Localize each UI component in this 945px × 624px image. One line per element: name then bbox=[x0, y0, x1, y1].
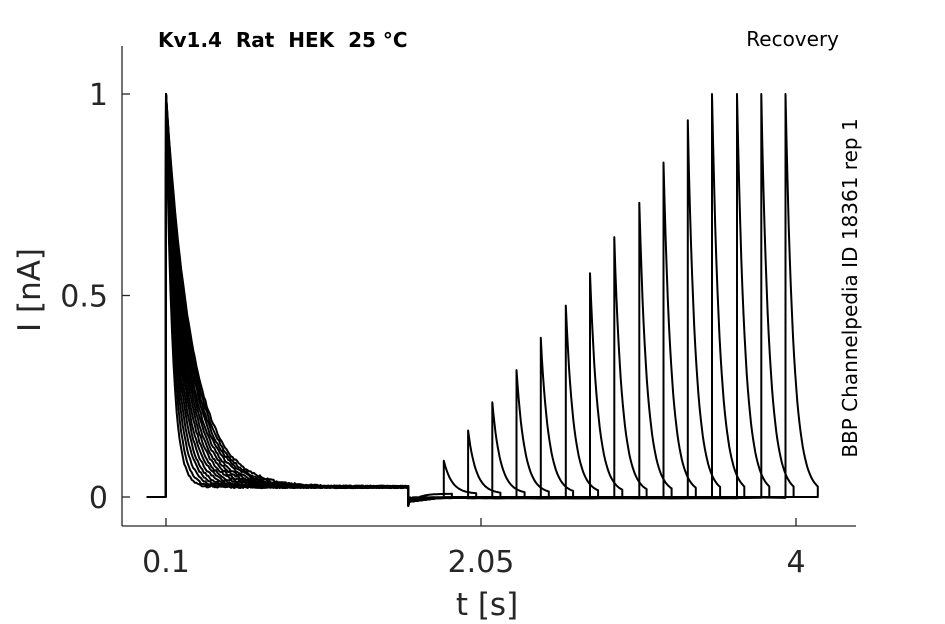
chart-title: Kv1.4 Rat HEK 25 °C bbox=[158, 28, 408, 52]
sweep-trace-13 bbox=[146, 93, 813, 507]
sweep-trace-16 bbox=[146, 93, 819, 507]
protocol-label: Recovery bbox=[746, 27, 839, 51]
y-tick-label: 0 bbox=[89, 481, 108, 516]
x-tick-label: 2.05 bbox=[448, 545, 515, 580]
y-axis-label: I [nA] bbox=[12, 248, 48, 332]
x-axis-label: t [s] bbox=[456, 587, 518, 623]
x-tick-label: 0.1 bbox=[142, 545, 190, 580]
x-tick-label: 4 bbox=[786, 545, 805, 580]
y-tick-label: 1 bbox=[89, 78, 108, 113]
source-id-label: BBP Channelpedia ID 18361 rep 1 bbox=[838, 118, 862, 457]
y-tick-label: 0.5 bbox=[60, 280, 108, 315]
plot-area bbox=[146, 93, 819, 507]
current-traces bbox=[146, 93, 819, 507]
y-axis-ticks: 00.51 bbox=[60, 78, 130, 516]
x-axis-ticks: 0.1 2.05 4 bbox=[142, 518, 806, 580]
